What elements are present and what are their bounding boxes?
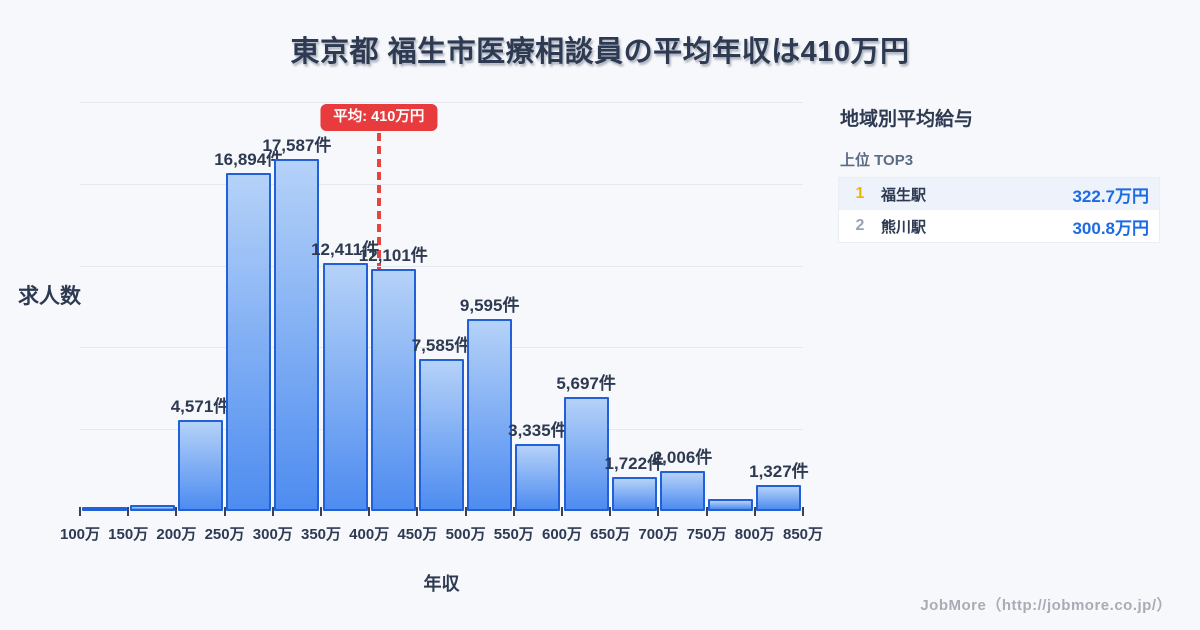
histogram-bar-500万 [467, 319, 513, 511]
bar-value-label: 3,335件 [508, 421, 568, 441]
x-axis-tick [320, 507, 322, 516]
gridline [80, 265, 803, 267]
average-badge: 平均: 410万円 [320, 104, 438, 131]
histogram-bar-550万 [515, 444, 561, 511]
x-tick-label: 600万 [541, 526, 583, 543]
x-axis-tick [464, 507, 467, 516]
x-tick-label: 550万 [493, 526, 534, 543]
gridline [80, 347, 803, 349]
x-axis-tick [657, 507, 660, 516]
histogram-bar-800万 [756, 484, 802, 511]
bar-value-label: 7,585件 [411, 336, 472, 356]
histogram-bar-100万 [81, 507, 127, 511]
ranking-row-2: 2 熊川駅 300.8万円 [839, 210, 1159, 242]
x-tick-label: 700万 [638, 526, 679, 543]
regional-panel-title: 地域別平均給与 [840, 109, 974, 130]
salary-value-1: 322.7万円 [1072, 186, 1149, 206]
station-name-2: 熊川駅 [881, 218, 927, 236]
histogram-bar-200万 [177, 419, 224, 511]
bar-value-label: 2,006件 [652, 447, 713, 467]
x-axis-tick [705, 507, 708, 516]
x-axis-tick [561, 507, 563, 516]
page-title: 東京都 福生市医療相談員の平均年収は410万円 [290, 36, 910, 68]
histogram-bar-400万 [370, 269, 416, 511]
gridline [80, 102, 803, 103]
x-tick-label: 500万 [445, 526, 486, 543]
top3-subtitle: 上位 TOP3 [840, 152, 914, 169]
x-axis-tick [416, 507, 419, 516]
x-tick-label: 650万 [590, 526, 631, 543]
histogram-bar-350万 [322, 262, 368, 511]
bar-value-label: 1,327件 [749, 461, 809, 481]
x-tick-label: 350万 [300, 526, 342, 543]
x-tick-label: 400万 [349, 526, 390, 543]
histogram-bar-650万 [611, 476, 657, 511]
station-name-1: 福生駅 [881, 186, 927, 204]
x-tick-label: 450万 [397, 526, 438, 543]
x-axis-label: 年収 [423, 574, 460, 594]
x-tick-label: 150万 [108, 526, 149, 543]
y-axis-label: 求人数 [18, 285, 81, 308]
rank-number-2: 2 [855, 217, 865, 234]
x-axis-tick [127, 507, 130, 516]
x-axis-tick [368, 507, 371, 516]
x-axis-tick [512, 507, 515, 516]
ranking-row-1: 1 福生駅 322.7万円 [839, 178, 1159, 210]
x-axis-tick [609, 507, 612, 516]
ranking-table: 1 福生駅 322.7万円 2 熊川駅 300.8万円 [838, 177, 1160, 243]
x-axis-tick [223, 507, 226, 516]
x-tick-label: 100万 [59, 526, 101, 543]
salary-value-2: 300.8万円 [1072, 218, 1149, 238]
bar-value-label: 1,722件 [604, 453, 665, 473]
x-axis-tick [802, 507, 804, 516]
rank-number-1: 1 [855, 185, 865, 202]
histogram-bar-300万 [274, 159, 320, 511]
gridline [80, 183, 803, 185]
x-tick-label: 750万 [686, 526, 727, 543]
histogram-bar-450万 [418, 359, 465, 511]
histogram-bar-700万 [659, 470, 706, 511]
histogram-bar-150万 [129, 505, 175, 511]
bar-value-label: 12,101件 [358, 246, 428, 265]
x-axis-tick [753, 507, 756, 516]
bar-value-label: 12,411件 [311, 239, 380, 259]
footer-credit: JobMore（http://jobmore.co.jp/） [920, 597, 1172, 614]
bar-value-label: 9,595件 [459, 296, 520, 316]
x-tick-label: 300万 [252, 526, 293, 543]
plot-area: 平均: 410万円 4,571件 16,894件 17,587件 12,411件 12,… [60, 102, 823, 543]
bar-value-label: 4,571件 [170, 396, 231, 416]
bar-value-label: 17,587件 [262, 136, 332, 156]
histogram-bar-600万 [563, 397, 609, 511]
bar-value-label: 5,697件 [556, 374, 616, 394]
x-tick-label: 250万 [204, 526, 245, 543]
x-tick-label: 850万 [782, 526, 824, 543]
x-axis-tick [271, 507, 274, 516]
histogram-bar-250万 [226, 173, 272, 511]
bar-value-label: 16,894件 [214, 150, 284, 170]
x-tick-label: 800万 [734, 526, 775, 543]
x-axis-tick [79, 507, 81, 516]
x-axis-tick [175, 507, 178, 516]
histogram-bar-750万 [708, 499, 754, 511]
x-tick-label: 200万 [156, 526, 197, 543]
